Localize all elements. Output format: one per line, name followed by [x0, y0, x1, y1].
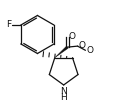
Text: F: F	[6, 20, 11, 29]
Text: O: O	[69, 32, 76, 40]
Text: H: H	[60, 93, 67, 102]
Text: O: O	[87, 46, 93, 55]
Text: O: O	[79, 41, 86, 50]
Polygon shape	[55, 46, 68, 58]
Text: N: N	[60, 87, 67, 96]
